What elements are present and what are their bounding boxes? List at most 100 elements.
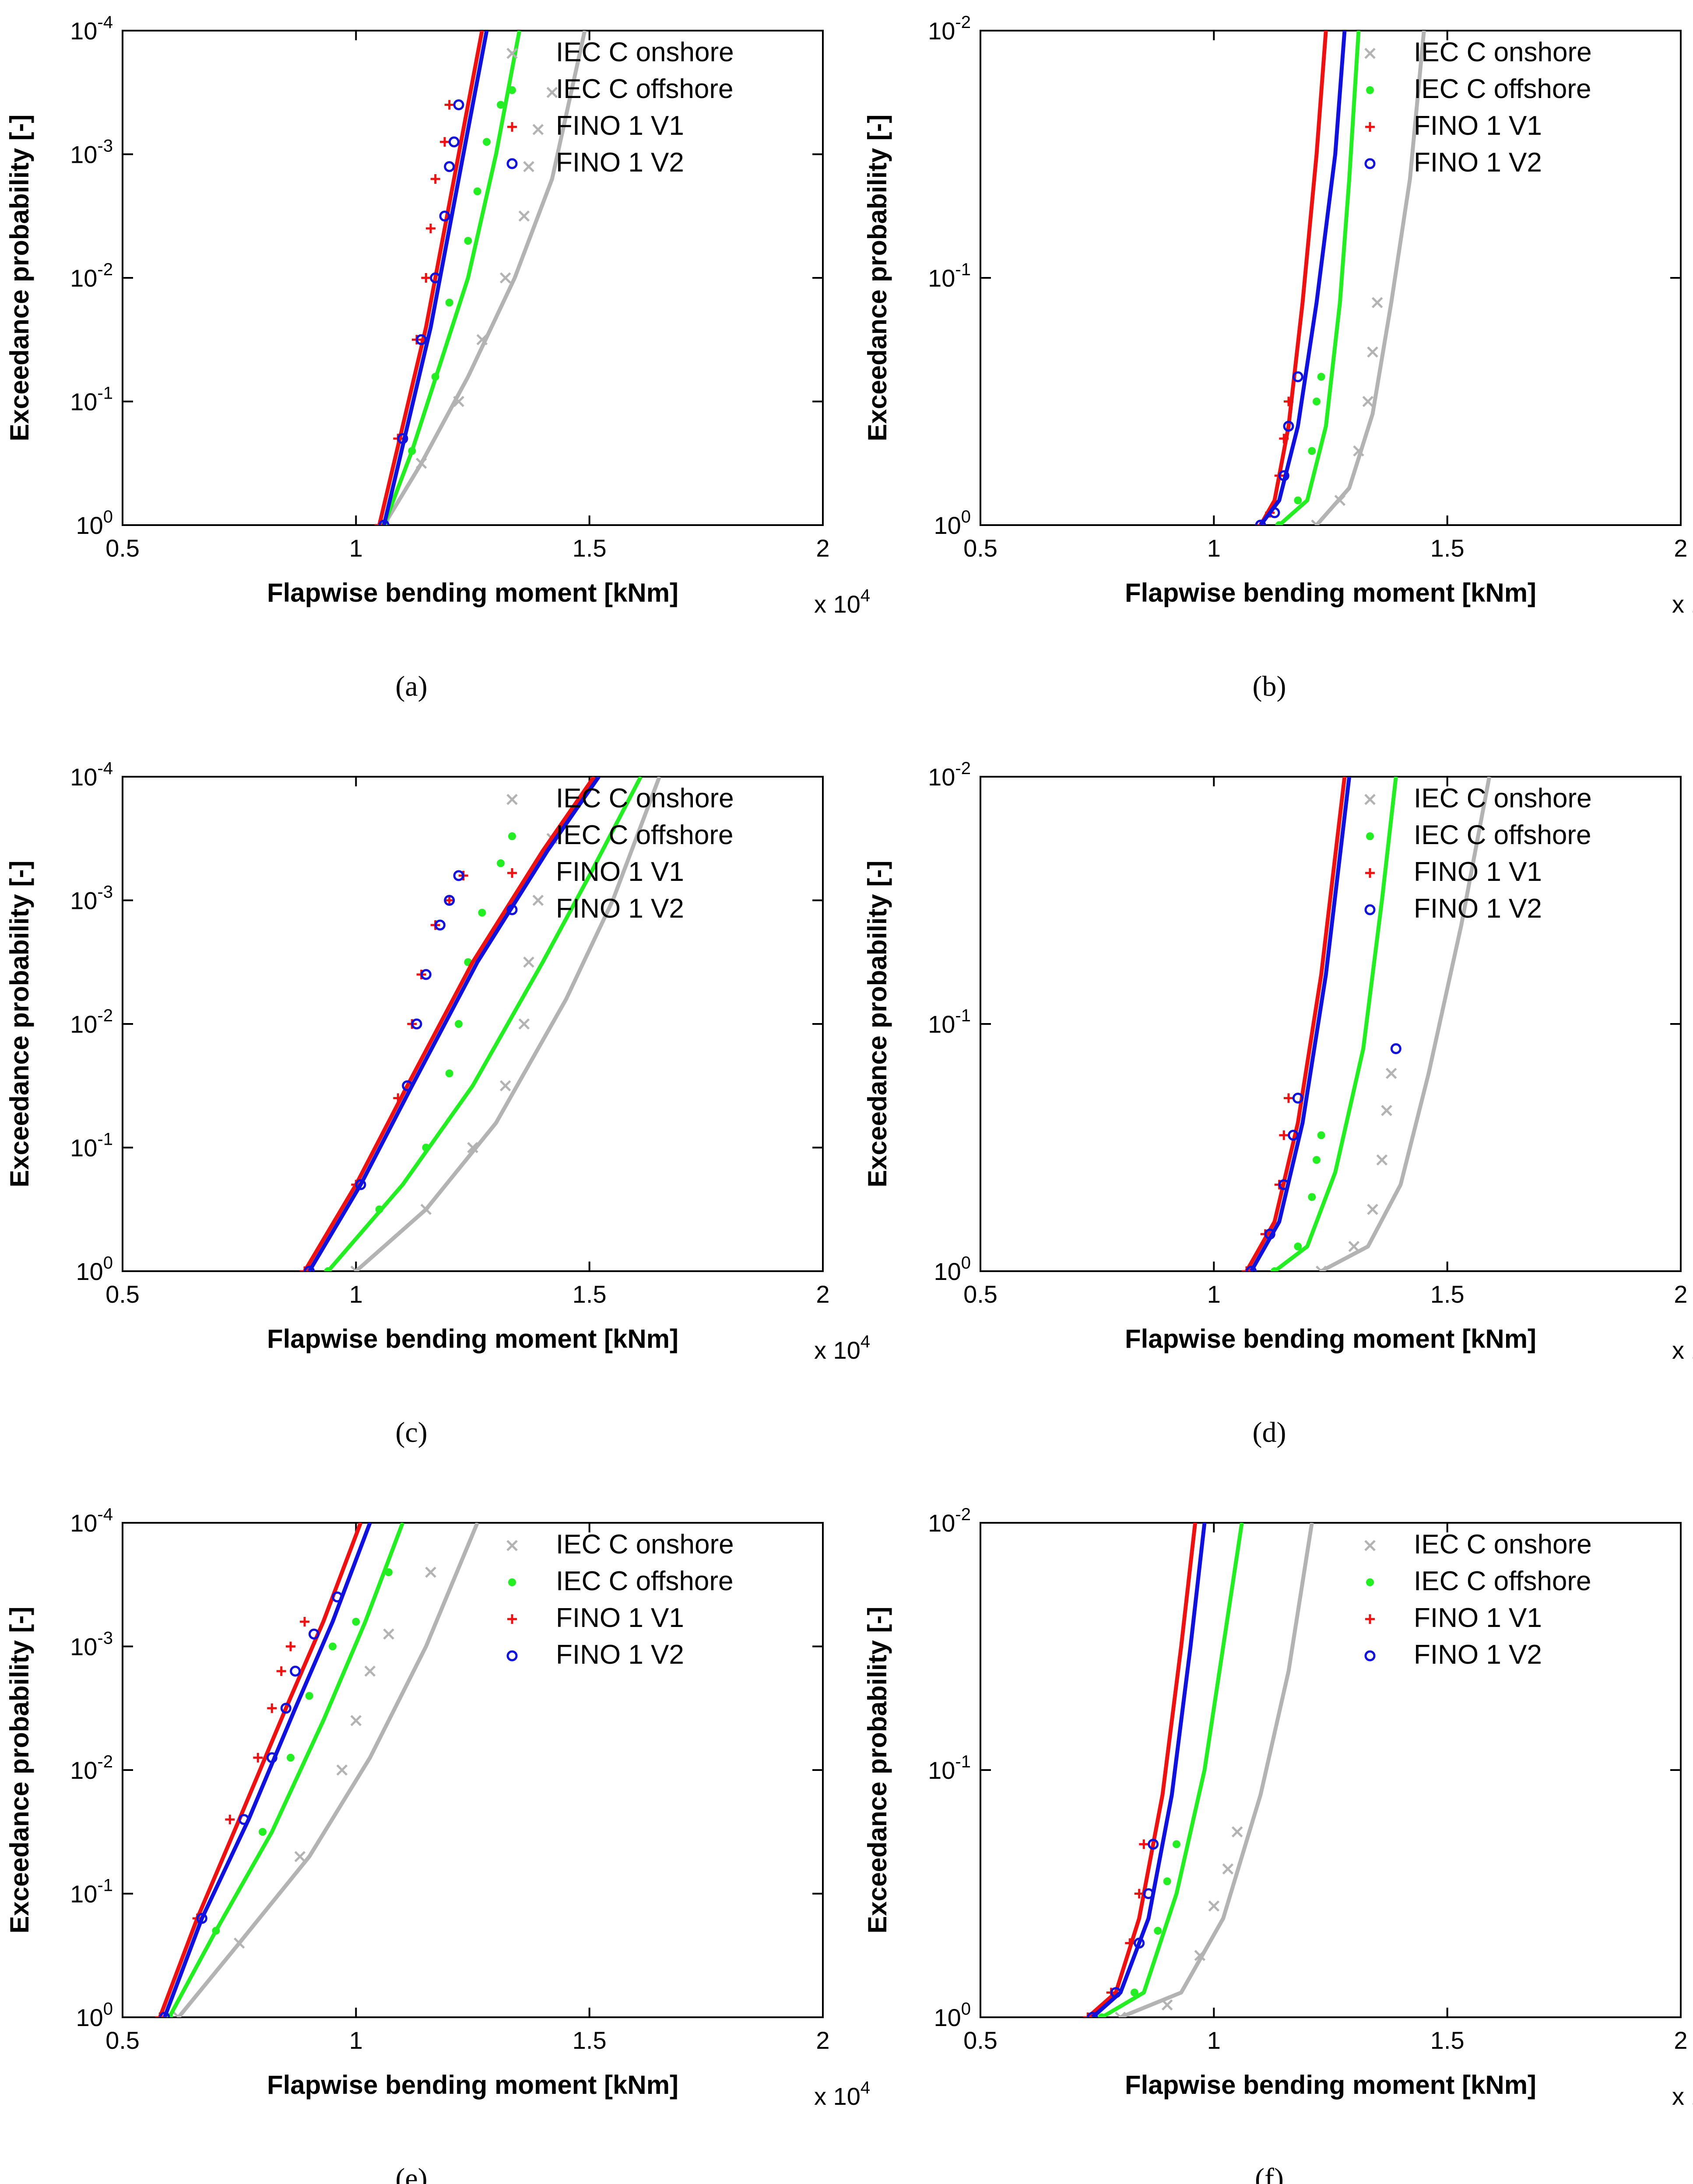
data-point [1294, 496, 1302, 505]
legend-label: FINO 1 V2 [1414, 147, 1542, 178]
data-point [1308, 447, 1316, 455]
plot-area [980, 1522, 1682, 2018]
data-point [332, 1592, 343, 1602]
series-line-fino-1-v2 [307, 777, 601, 1271]
data-point [1294, 1242, 1302, 1251]
y-axis-label: Exceedance probability [-] [5, 1607, 34, 1934]
data-point [355, 1179, 366, 1190]
data-point [375, 1205, 383, 1213]
legend-label: FINO 1 V2 [1414, 894, 1542, 924]
data-point [1119, 2012, 1126, 2017]
legend-label: IEC C offshore [556, 1566, 733, 1596]
x-tick-label: 1.5 [1430, 1280, 1465, 1308]
series-line-fino-1-v2 [382, 31, 489, 525]
series-line-iec-c-onshore [382, 31, 587, 525]
data-point [378, 519, 390, 525]
series-line-iec-c-onshore [1320, 777, 1492, 1271]
x-tick-label: 0.5 [105, 2026, 140, 2054]
data-point [173, 2012, 180, 2017]
x-axis-label: Flapwise bending moment [kNm] [1125, 1324, 1536, 1353]
data-point [1208, 1900, 1220, 1912]
data-point [233, 1937, 245, 1949]
legend-label: IEC C onshore [1414, 783, 1592, 813]
data-point [416, 334, 427, 345]
data-layer [155, 1523, 479, 2017]
data-point [350, 1266, 358, 1271]
y-tick-label: 100 [934, 507, 971, 539]
legend-label: IEC C offshore [556, 74, 733, 104]
data-point [415, 457, 427, 469]
data-point [497, 101, 505, 109]
data-point [1255, 519, 1266, 525]
y-tick-label: 10-1 [928, 1752, 971, 1784]
legend-label: IEC C onshore [1414, 37, 1592, 67]
legend-marker [1364, 48, 1376, 59]
x-tick-label: 1 [1207, 2026, 1221, 2054]
data-point [1283, 421, 1294, 432]
data-point [464, 237, 472, 245]
data-point [308, 1628, 320, 1640]
panel-caption: (f) [1255, 2163, 1284, 2184]
y-tick-label: 100 [76, 1999, 113, 2031]
legend-label: IEC C offshore [1414, 820, 1591, 850]
data-point [259, 1828, 267, 1836]
data-point [425, 1567, 436, 1578]
data-point [445, 298, 453, 307]
data-layer [1242, 777, 1492, 1271]
legend-marker [506, 794, 518, 805]
data-point [444, 895, 455, 906]
series-line-iec-c-offshore [326, 777, 643, 1271]
data-point [453, 99, 464, 110]
y-axis-label: Exceedance probability [-] [863, 1607, 892, 1934]
data-point [1110, 1987, 1121, 1998]
data-point [1087, 2012, 1098, 2017]
data-point [1134, 1938, 1145, 1949]
y-tick-label: 10-1 [70, 1876, 113, 1908]
data-point [499, 272, 511, 284]
data-point [1334, 494, 1346, 506]
data-point [304, 1266, 315, 1271]
legend-label: IEC C offshore [1414, 1566, 1591, 1596]
x-scale-label: x 104 [1672, 2078, 1693, 2110]
data-point [408, 447, 416, 455]
data-point [354, 1266, 362, 1271]
data-point [238, 1814, 249, 1825]
series-line-iec-c-offshore [1278, 31, 1361, 525]
series-line-fino-1-v2 [1259, 31, 1347, 525]
data-point [476, 334, 488, 346]
legend-label: FINO 1 V1 [556, 1603, 684, 1633]
data-point [1313, 1156, 1321, 1164]
legend-marker [506, 1540, 518, 1551]
legend-marker [506, 158, 518, 169]
data-point [434, 919, 446, 931]
legend-marker [1364, 1540, 1376, 1551]
y-tick-label: 10-4 [70, 759, 113, 791]
data-point [364, 1665, 376, 1677]
x-axis-label: Flapwise bending moment [kNm] [267, 1324, 678, 1353]
data-point [1231, 1826, 1243, 1838]
data-point [1381, 1104, 1392, 1116]
data-point [1348, 1241, 1360, 1252]
legend-label: FINO 1 V2 [1414, 1640, 1542, 1670]
y-tick-label: 10-1 [70, 1130, 113, 1162]
data-point [467, 1142, 478, 1153]
data-layer [1083, 1523, 1314, 2017]
data-point [518, 210, 530, 222]
data-point [1315, 519, 1322, 525]
data-point [1222, 1863, 1234, 1875]
data-point [478, 908, 486, 917]
data-point [1143, 1888, 1154, 1899]
data-point [1173, 1840, 1180, 1848]
data-point [280, 1703, 292, 1714]
panel-a: 0.5 1 1.5 2 100 10-1 10-2 10-3 10-4 IEC C onshore… [5, 13, 870, 702]
data-point [1292, 1093, 1303, 1104]
data-point [532, 124, 544, 135]
data-point [420, 969, 432, 980]
data-point [402, 1080, 413, 1091]
data-point [1367, 346, 1378, 358]
legend-label: IEC C onshore [556, 1529, 734, 1560]
data-point [518, 1018, 530, 1030]
y-tick-label: 10-2 [70, 260, 113, 292]
x-tick-label: 0.5 [963, 534, 998, 562]
panel-f: 0.5 1 1.5 2 100 10-1 10-2 IEC C onshore IEC C of… [863, 1505, 1693, 2184]
